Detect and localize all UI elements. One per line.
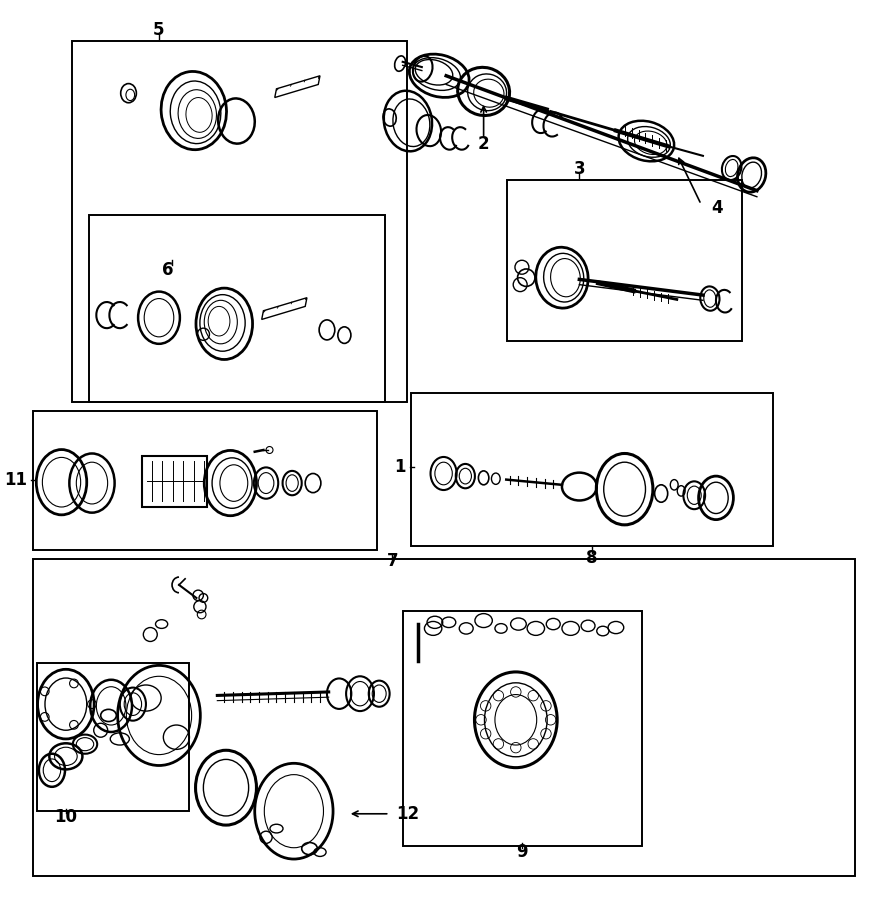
Text: 10: 10 <box>54 808 77 826</box>
Text: 9: 9 <box>516 843 528 861</box>
Text: 6: 6 <box>162 261 174 279</box>
Text: 1: 1 <box>395 458 406 476</box>
Bar <box>37 663 189 811</box>
Text: 8: 8 <box>586 549 597 567</box>
Text: 4: 4 <box>711 199 724 217</box>
Text: 7: 7 <box>387 553 398 571</box>
Bar <box>72 41 407 402</box>
Text: 2: 2 <box>478 135 489 153</box>
Text: 11: 11 <box>4 472 27 490</box>
Bar <box>411 393 773 545</box>
Bar <box>403 611 642 846</box>
Text: 3: 3 <box>574 160 585 178</box>
Bar <box>32 559 855 877</box>
Text: 12: 12 <box>396 805 419 823</box>
Bar <box>507 180 742 341</box>
Text: 5: 5 <box>153 21 165 39</box>
Bar <box>89 215 385 402</box>
Bar <box>32 410 376 550</box>
Bar <box>141 456 207 507</box>
